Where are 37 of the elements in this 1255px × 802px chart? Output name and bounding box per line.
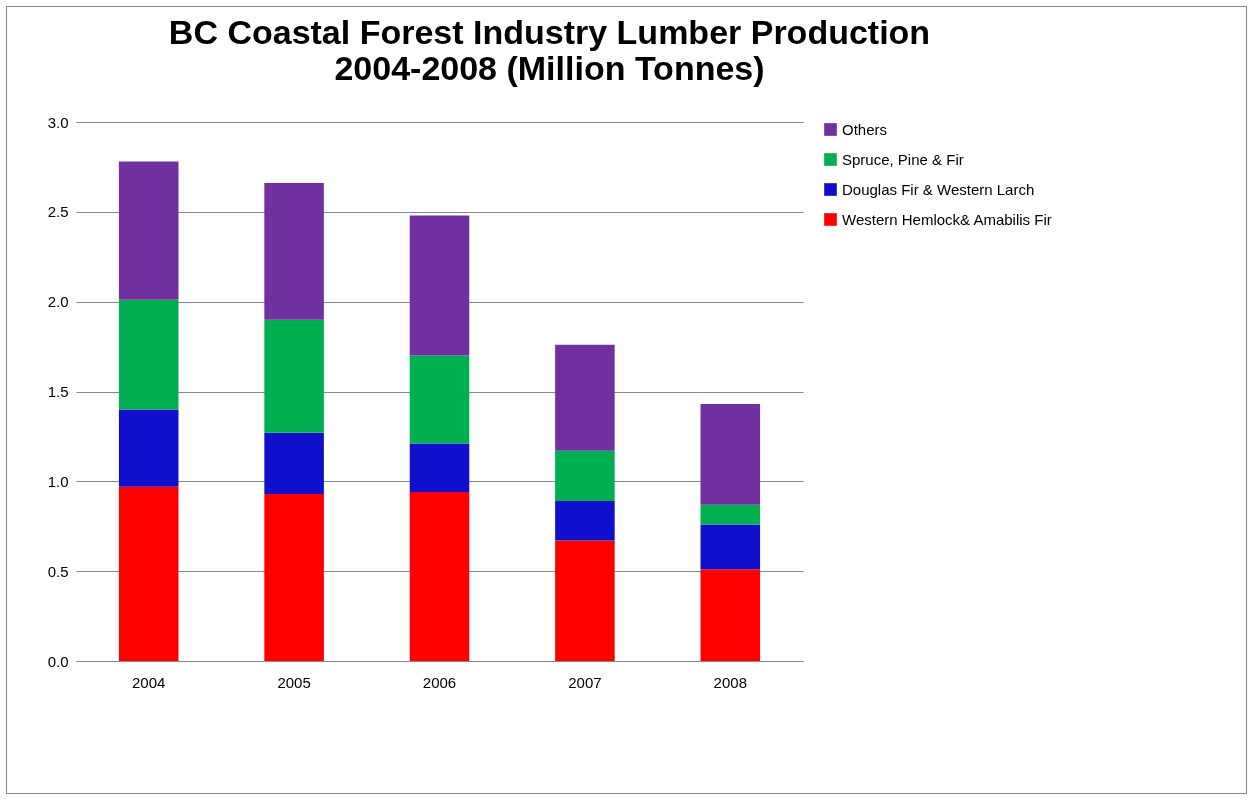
- y-tick-label: 0.0: [47, 652, 69, 670]
- y-tick-label: 2.5: [47, 203, 69, 221]
- y-tick-label: 1.5: [47, 383, 69, 400]
- x-tick-label: 2008: [713, 673, 747, 691]
- x-tick-label: 2007: [568, 673, 602, 691]
- bar: [264, 319, 324, 433]
- bar: [264, 493, 324, 661]
- bar: [700, 524, 761, 570]
- bar: [118, 409, 179, 487]
- y-tick-label: 1.0: [47, 472, 69, 490]
- bar: [118, 299, 179, 410]
- bar: [555, 540, 615, 661]
- bar: [700, 569, 761, 661]
- bar: [409, 355, 470, 444]
- bar: [700, 404, 761, 505]
- x-tick-label: 2005: [277, 673, 311, 691]
- x-tick-label: 2004: [132, 673, 166, 691]
- legend-label: Western Hemlock& Amabilis Fir: [842, 210, 1052, 228]
- legend-label: Others: [842, 120, 888, 138]
- bar: [409, 443, 470, 493]
- legend-label: Spruce, Pine & Fir: [842, 150, 964, 168]
- chart-title: BC Coastal Forest Industry Lumber Production 2004-2008 (Million Tonnes): [168, 13, 931, 87]
- bar: [264, 183, 324, 320]
- bar: [700, 504, 761, 525]
- x-tick-label: 2006: [422, 673, 457, 691]
- bar: [118, 486, 179, 661]
- bar: [118, 161, 179, 300]
- bar: [409, 215, 470, 356]
- y-tick-label: 3.0: [47, 113, 69, 131]
- bar: [555, 501, 615, 541]
- bar: [264, 432, 324, 494]
- bar: [555, 344, 615, 451]
- y-tick-label: 0.5: [47, 562, 69, 580]
- bar: [409, 492, 470, 661]
- legend-label: Douglas Fir & Western Larch: [842, 180, 1035, 198]
- bar: [555, 450, 615, 502]
- y-tick-label: 2.0: [47, 293, 69, 311]
